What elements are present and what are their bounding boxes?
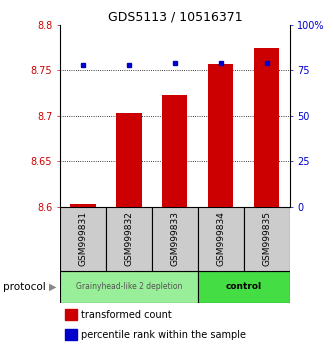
Bar (254, 47, 279, 207)
Text: transformed count: transformed count (81, 309, 171, 320)
Bar (65, 309, 77, 320)
Title: GDS5113 / 10516371: GDS5113 / 10516371 (108, 11, 242, 24)
Text: GSM999834: GSM999834 (216, 211, 225, 266)
FancyBboxPatch shape (152, 207, 198, 270)
Text: control: control (226, 282, 262, 291)
FancyBboxPatch shape (60, 270, 198, 303)
Bar (70, 204, 96, 207)
FancyBboxPatch shape (244, 207, 290, 270)
FancyBboxPatch shape (198, 207, 244, 270)
Text: Grainyhead-like 2 depletion: Grainyhead-like 2 depletion (76, 282, 182, 291)
Bar (208, 64, 233, 207)
Bar (116, 113, 142, 207)
Text: GSM999832: GSM999832 (124, 211, 134, 266)
Text: GSM999833: GSM999833 (170, 211, 179, 266)
Text: GSM999835: GSM999835 (262, 211, 271, 266)
FancyBboxPatch shape (106, 207, 152, 270)
FancyBboxPatch shape (60, 207, 106, 270)
Text: GSM999831: GSM999831 (78, 211, 88, 266)
Text: ▶: ▶ (49, 282, 57, 292)
Bar (162, 95, 187, 207)
Text: percentile rank within the sample: percentile rank within the sample (81, 330, 246, 339)
Bar (65, 329, 77, 340)
Text: protocol: protocol (3, 282, 46, 292)
FancyBboxPatch shape (198, 270, 290, 303)
